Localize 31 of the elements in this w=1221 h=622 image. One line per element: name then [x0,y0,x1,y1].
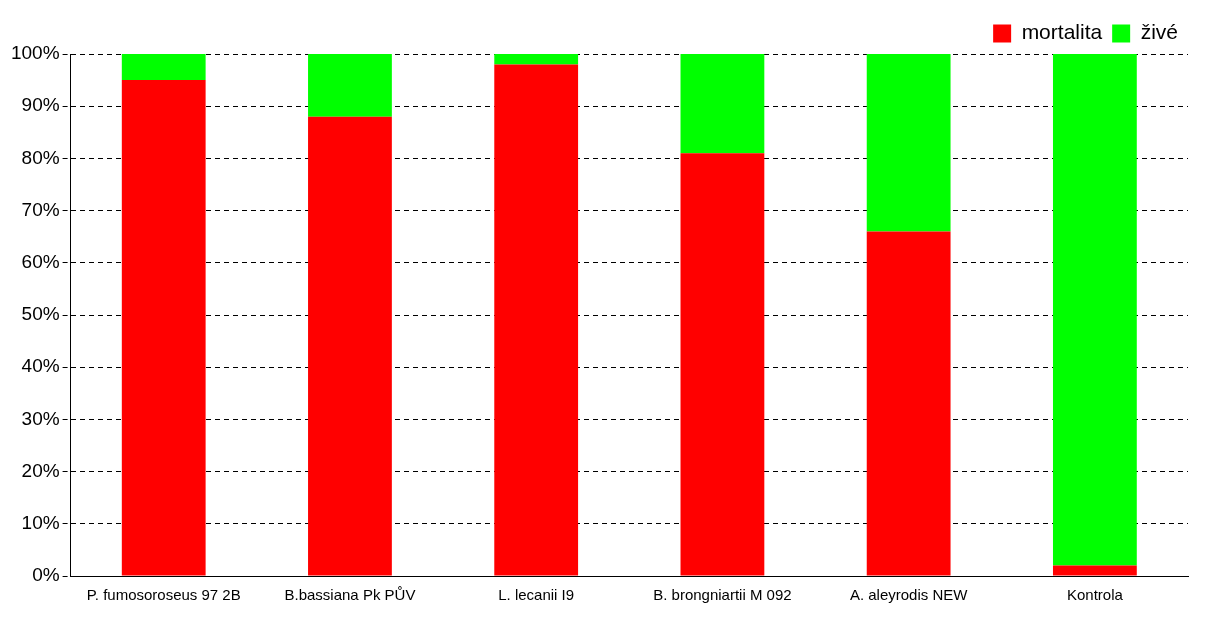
y-tick-label: 20% [21,459,60,481]
y-tick-label: 50% [21,303,60,325]
y-tick-label: 70% [21,198,60,220]
x-tick-label: L. lecanii I9 [498,586,575,604]
y-tick-label: 100% [10,42,60,64]
bar [308,54,392,117]
y-tick-label: 30% [21,407,60,429]
x-tick-label: B.bassiana Pk PŮV [284,586,416,604]
bar [680,153,765,576]
bar [866,231,951,576]
bar [1052,54,1137,566]
y-tick-label: 40% [21,355,60,377]
bar [680,54,765,154]
bar [866,54,951,232]
x-tick-label: P. fumosoroseus 97 2B [86,586,241,604]
y-tick-label: 0% [32,564,60,586]
bar [308,116,392,576]
x-tick-label: B. brongniartii M 092 [653,586,792,604]
bar [494,54,579,65]
bar [121,54,206,81]
y-tick-label: 80% [21,146,60,168]
bar [121,80,206,576]
bar [494,64,579,576]
y-tick-label: 90% [21,94,60,116]
x-tick-label: A. aleyrodis NEW [849,586,969,604]
x-tick-label: Kontrola [1066,586,1124,604]
y-tick-label: 60% [21,251,60,273]
legend-label: živé [1140,20,1179,44]
bar [1052,565,1137,576]
legend-label: mortalita [1021,20,1103,44]
y-tick-label: 10% [21,512,60,534]
